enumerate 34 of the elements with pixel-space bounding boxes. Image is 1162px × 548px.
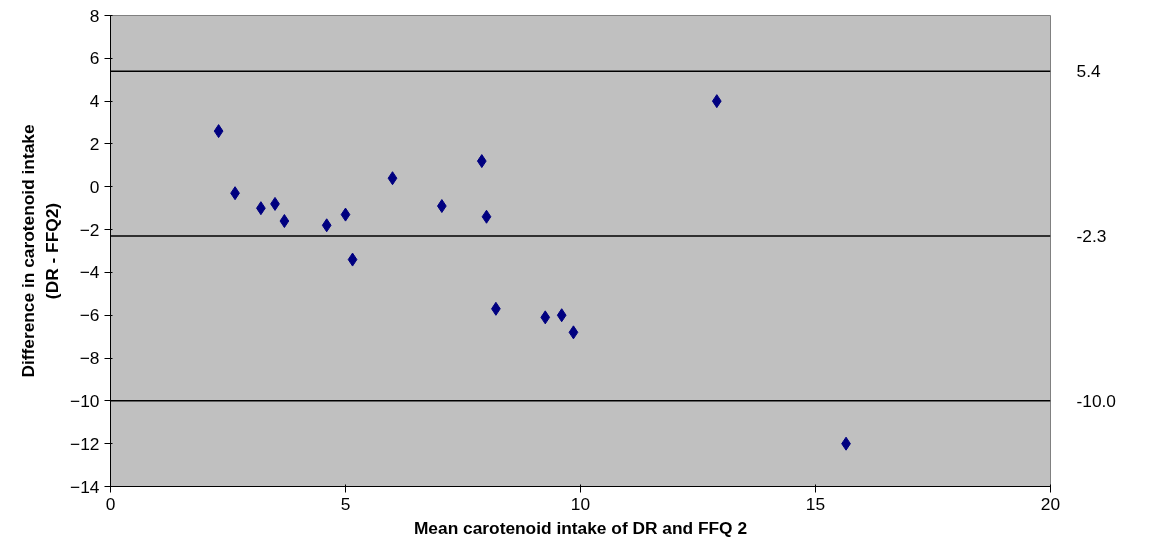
- y-tick-label: 4: [89, 91, 100, 112]
- x-tick-label: 20: [1040, 493, 1061, 514]
- point: [711, 94, 722, 109]
- ref-line-label: -10.0: [1076, 390, 1116, 411]
- point: [321, 218, 332, 233]
- point: [347, 252, 358, 267]
- y-tick-label: −10: [70, 390, 100, 411]
- y-tick-label: −4: [79, 262, 100, 283]
- y-tick-label: 2: [89, 133, 100, 154]
- point: [476, 154, 487, 169]
- point: [481, 209, 492, 224]
- point: [340, 207, 351, 222]
- y-tick-label: −14: [70, 476, 100, 497]
- point: [387, 171, 398, 186]
- x-tick-label: 5: [340, 493, 351, 514]
- y-tick-label: −12: [70, 433, 100, 454]
- x-tick-label: 0: [105, 493, 116, 514]
- point: [556, 308, 567, 323]
- x-tick-label: 10: [570, 493, 591, 514]
- y-tick-label: −2: [79, 219, 100, 240]
- point: [568, 325, 579, 340]
- y-tick-label: 8: [89, 5, 100, 26]
- point: [540, 310, 551, 325]
- ref-line-label: -2.3: [1076, 226, 1107, 247]
- y-axis-title: Difference in carotenoid intake (DR - FFQ2): [18, 124, 63, 378]
- point: [213, 124, 224, 139]
- y-tick-label: 6: [89, 48, 100, 69]
- ref-line-label: 5.4: [1076, 61, 1101, 82]
- x-axis-title: Mean carotenoid intake of DR and FFQ 2: [413, 517, 748, 538]
- y-tick-label: 0: [89, 176, 100, 197]
- y-tick-label: −8: [79, 348, 100, 369]
- y-tick-label: −6: [79, 305, 100, 326]
- point: [279, 214, 290, 229]
- x-tick-label: 15: [805, 493, 826, 514]
